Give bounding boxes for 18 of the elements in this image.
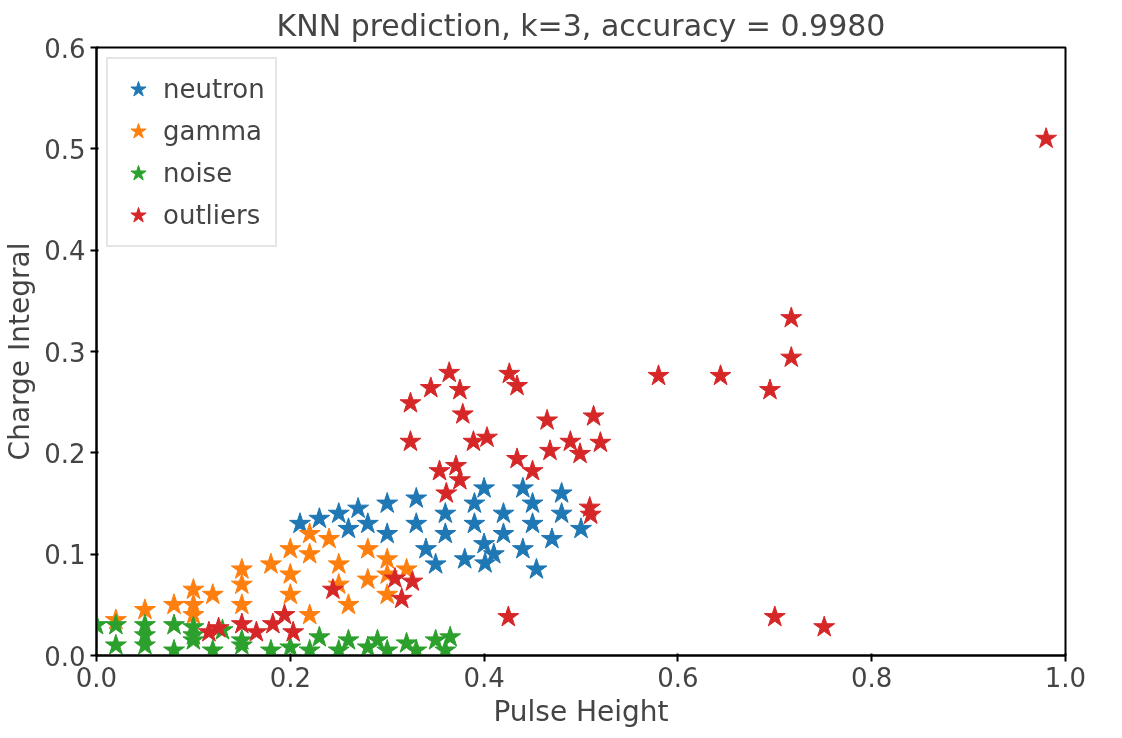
legend-label: neutron xyxy=(163,74,265,104)
x-tick-label: 1.0 xyxy=(1044,662,1087,693)
x-axis-title: Pulse Height xyxy=(493,694,669,728)
legend-label: noise xyxy=(163,158,233,188)
y-tick-label: 0.5 xyxy=(44,134,86,165)
y-tick-label: 0.2 xyxy=(44,438,86,469)
x-tick-label: 0.4 xyxy=(463,662,505,693)
x-tick-label: 0.2 xyxy=(269,662,311,693)
chart-title: KNN prediction, k=3, accuracy = 0.9980 xyxy=(276,7,886,43)
legend-label: outliers xyxy=(163,200,261,230)
y-tick-label: 0.6 xyxy=(44,33,86,64)
legend-label: gamma xyxy=(163,116,263,146)
y-tick-label: 0.4 xyxy=(44,236,86,267)
x-tick-label: 0.6 xyxy=(657,662,699,693)
y-tick-label: 0.3 xyxy=(44,337,86,368)
x-tick-label: 0.8 xyxy=(851,662,893,693)
y-axis-title: Charge Integral xyxy=(3,242,37,461)
y-tick-label: 0.1 xyxy=(44,540,86,571)
